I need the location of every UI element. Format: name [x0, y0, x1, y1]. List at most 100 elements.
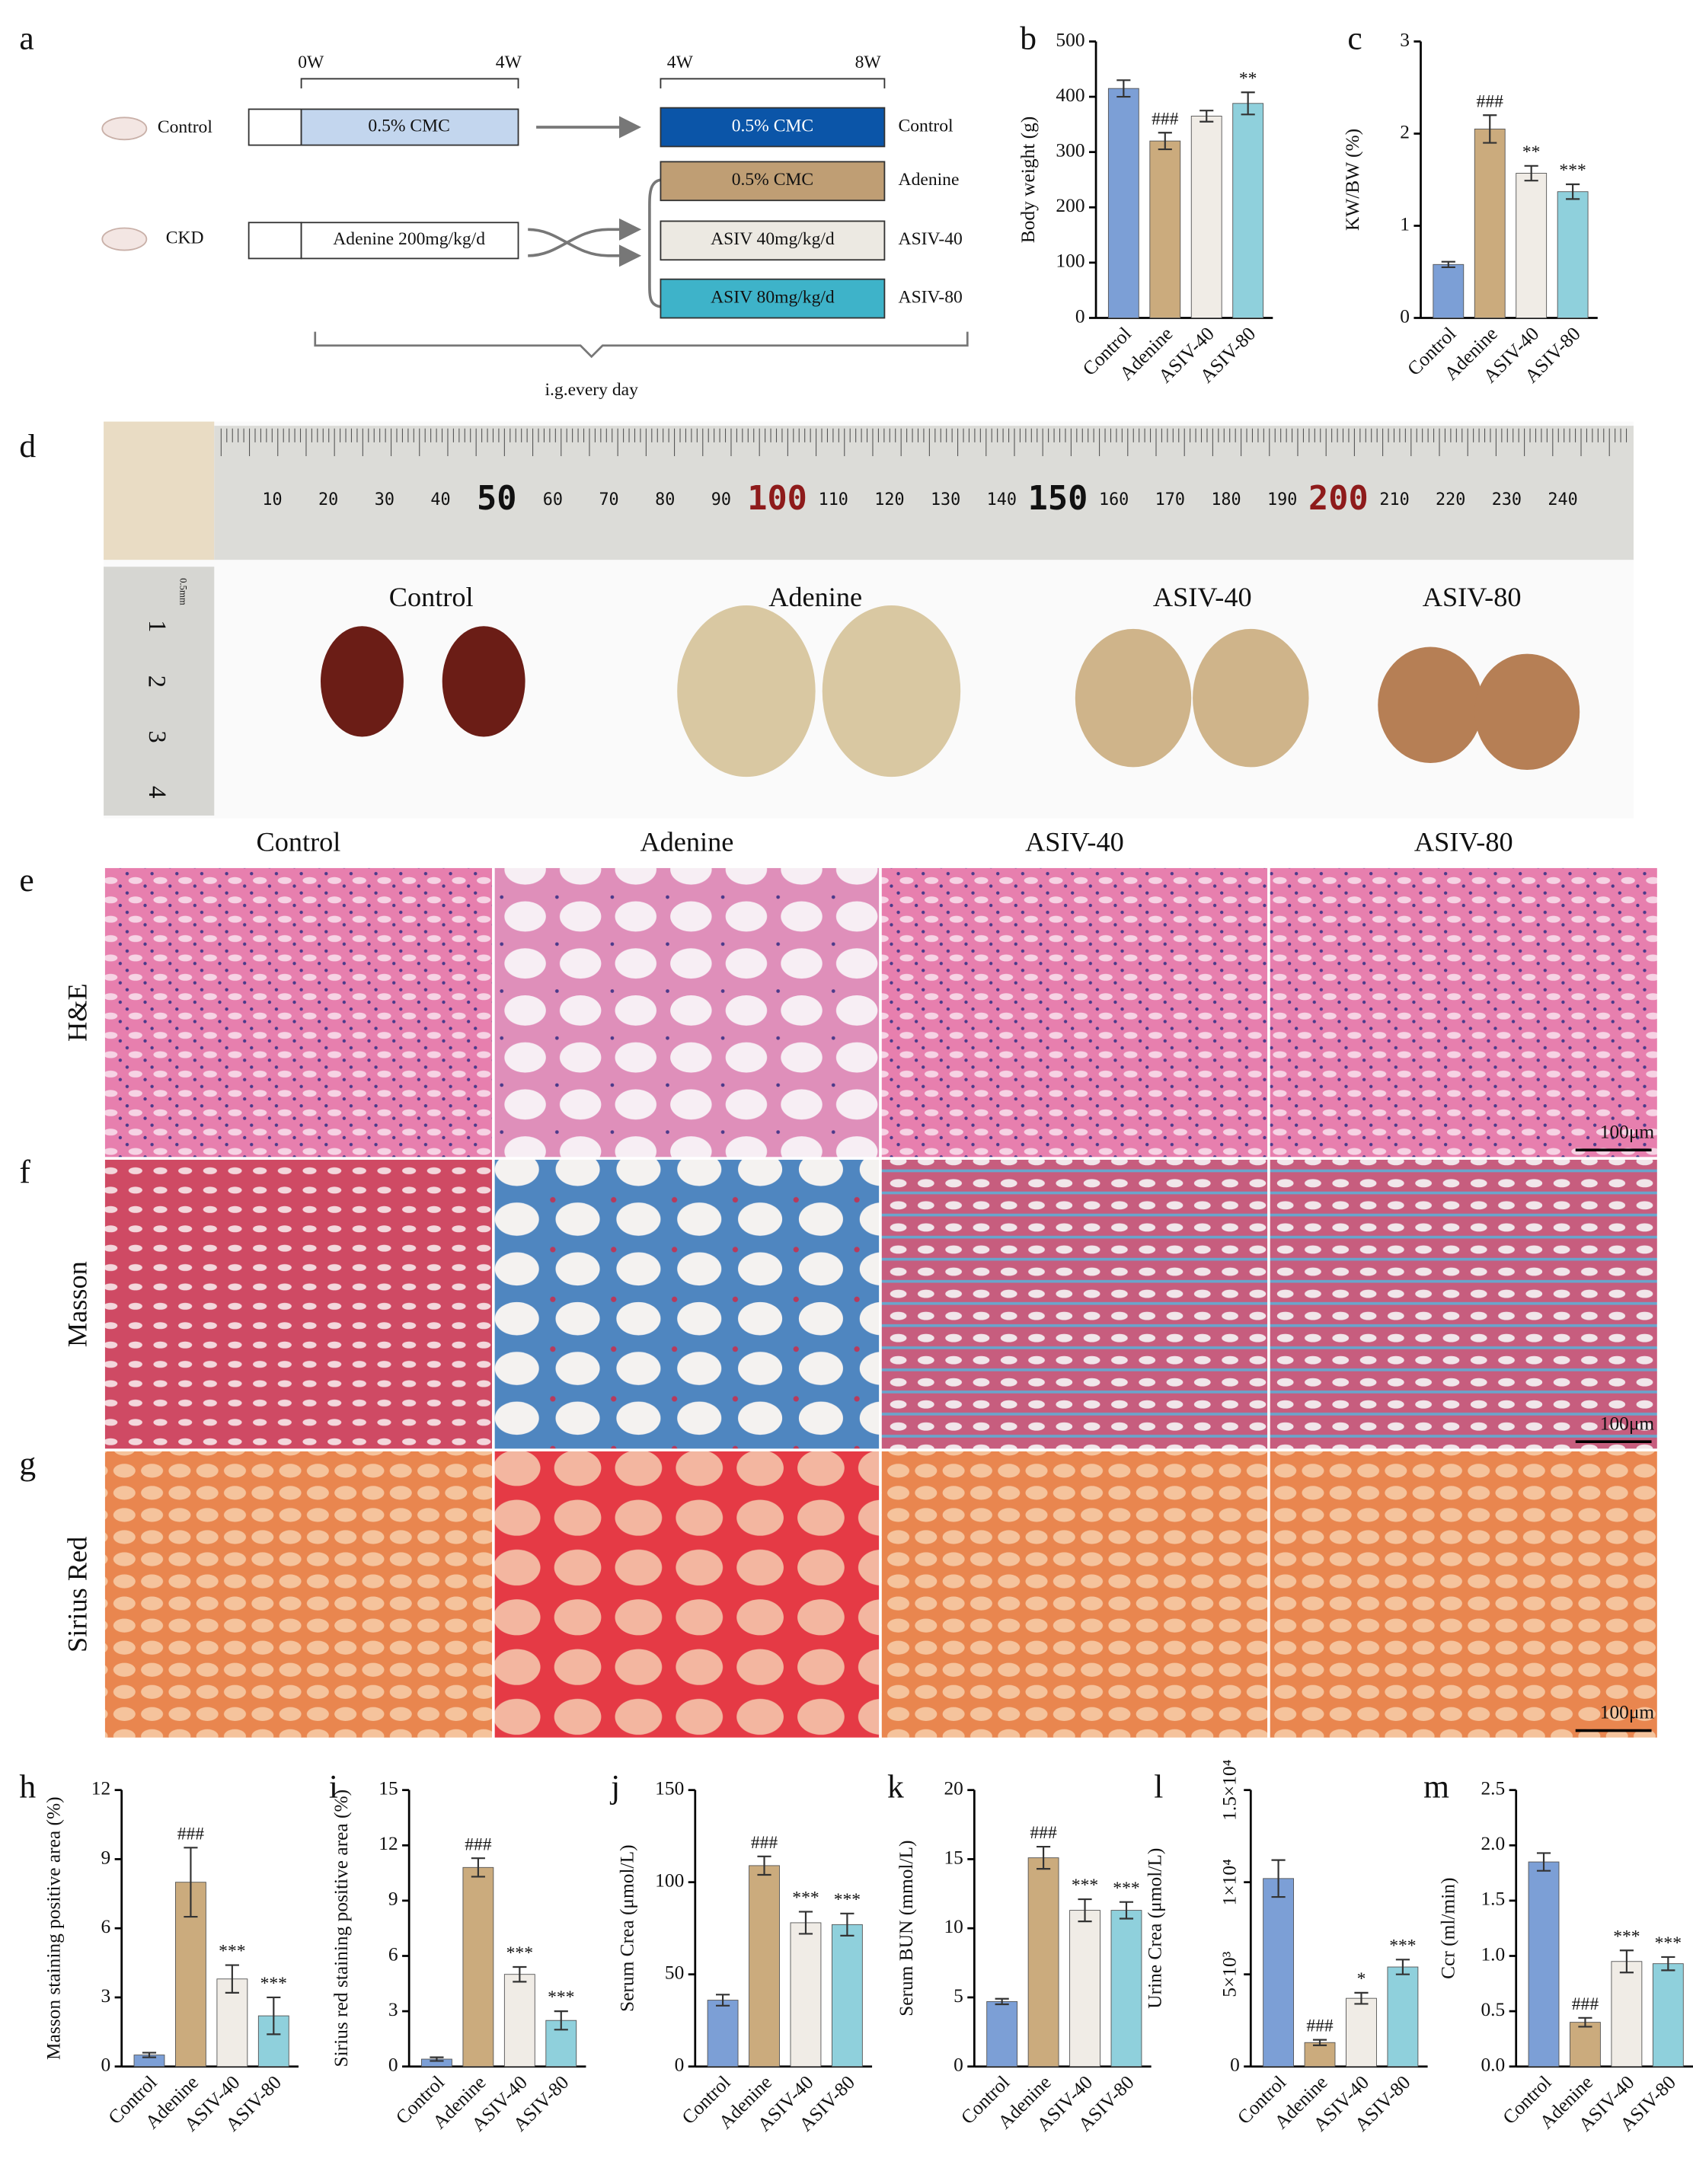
bar — [1570, 2022, 1601, 2067]
bar — [503, 1974, 535, 2067]
bar — [1027, 1857, 1059, 2067]
box — [660, 278, 886, 319]
panel-letter: c — [1347, 20, 1362, 56]
kidney — [1378, 647, 1484, 763]
y-tick-label: 400 — [1056, 85, 1084, 106]
bar — [1516, 173, 1548, 318]
panel-letter: d — [19, 428, 36, 465]
panel-letter: g — [19, 1445, 36, 1482]
ruler-label: 130 — [931, 490, 960, 509]
micrograph — [494, 1159, 880, 1449]
y-tick-label: 9 — [101, 1847, 110, 1868]
y-tick-label: 50 — [665, 1962, 684, 1984]
box — [300, 108, 519, 146]
ruler-label: 220 — [1436, 490, 1465, 509]
bar — [986, 2000, 1018, 2067]
ruler-label: 10 — [262, 490, 282, 509]
ruler-label: 170 — [1155, 490, 1185, 509]
bracket — [648, 178, 664, 308]
significance-label: *** — [792, 1888, 819, 1908]
panel-letter: a — [19, 20, 34, 56]
y-tick-label: 15 — [379, 1777, 398, 1799]
error-bar — [1037, 1846, 1051, 1870]
period-bracket — [660, 78, 886, 89]
error-bar — [1199, 110, 1214, 123]
y-tick-label: 6 — [101, 1916, 110, 1937]
bar — [1232, 103, 1264, 318]
significance-label: ### — [1030, 1823, 1057, 1843]
note: i.g.every day — [545, 380, 638, 400]
panel-letter: b — [1020, 20, 1037, 56]
significance-label: *** — [1559, 161, 1586, 180]
box-label: 0.5% CMC — [368, 116, 449, 136]
error-bar — [995, 1997, 1009, 2006]
error-bar — [1441, 260, 1455, 269]
ruler-label: 80 — [655, 490, 675, 509]
micrograph — [881, 1451, 1268, 1738]
ruler-label: 160 — [1099, 490, 1129, 509]
error-bar — [798, 1911, 813, 1935]
bar — [1304, 2042, 1336, 2067]
bag — [104, 421, 215, 560]
error-bar — [1078, 1898, 1092, 1923]
ruler-label: 150 — [1028, 480, 1088, 518]
y-tick-label: 0 — [675, 2055, 685, 2076]
arrow — [528, 218, 642, 257]
box — [248, 108, 302, 146]
y-axis-label: Urine Crea (μmol/L) — [1145, 1848, 1166, 2009]
y-tick-label: 5×10³ — [1219, 1951, 1241, 1997]
y-tick-label: 0.0 — [1481, 2055, 1505, 2076]
mouse-icon — [101, 117, 148, 141]
significance-label: *** — [548, 1988, 574, 2007]
y-tick-label: 1×10⁴ — [1219, 1859, 1241, 1905]
y-tick-label: 20 — [944, 1777, 963, 1799]
y-tick-label: 3 — [388, 1999, 398, 2020]
bar — [1110, 1910, 1142, 2067]
panel-letter: l — [1154, 1769, 1163, 1806]
y-tick-label: 0 — [954, 2055, 963, 2076]
panel-letter: f — [19, 1154, 30, 1190]
ruler-label: 200 — [1308, 480, 1369, 518]
bar — [1263, 1878, 1295, 2067]
box — [660, 107, 886, 148]
photo-label: Adenine — [768, 582, 862, 612]
panel-letter: j — [609, 1769, 620, 1806]
week-label: 0W — [298, 53, 324, 72]
panel-letter: m — [1423, 1769, 1449, 1806]
group-label: Control — [158, 117, 212, 137]
error-bar — [1312, 2039, 1327, 2046]
error-bar — [1395, 1959, 1410, 1975]
y-axis-label: Masson staining positive area (%) — [43, 1796, 64, 2060]
arm-label: ASIV-40 — [899, 229, 963, 249]
bar — [1611, 1961, 1643, 2067]
ruler-label: 100 — [747, 480, 807, 518]
y-tick-label: 300 — [1056, 139, 1084, 161]
error-bar — [267, 1996, 281, 2036]
significance-label: ### — [177, 1824, 205, 1844]
y-tick-label: 12 — [379, 1833, 398, 1854]
y-tick-label: 2 — [1400, 121, 1410, 142]
significance-label: *** — [1655, 1933, 1682, 1953]
small-ruler-label: 1 — [143, 620, 171, 632]
significance-label: *** — [1113, 1879, 1139, 1898]
significance-label: ** — [1522, 142, 1541, 162]
row-label: Masson — [62, 1261, 93, 1347]
bar — [1652, 1963, 1684, 2067]
y-tick-label: 6 — [388, 1943, 398, 1965]
box-label: ASIV 40mg/kg/d — [711, 229, 835, 249]
photo-label: ASIV-80 — [1423, 582, 1522, 612]
small-ruler-label: 0.5mm — [178, 578, 189, 605]
y-tick-label: 1.5×10⁴ — [1219, 1759, 1241, 1820]
box-label: ASIV 80mg/kg/d — [711, 287, 835, 307]
bar — [1557, 191, 1589, 318]
error-bar — [757, 1855, 771, 1876]
ruler-label: 190 — [1267, 490, 1297, 509]
micrograph — [1270, 1451, 1657, 1738]
bar — [1474, 128, 1506, 318]
small-ruler-label: 3 — [143, 730, 171, 742]
bar — [1433, 263, 1465, 318]
error-bar — [1116, 79, 1131, 98]
y-tick-label: 12 — [91, 1777, 110, 1799]
bar — [1069, 1910, 1100, 2067]
